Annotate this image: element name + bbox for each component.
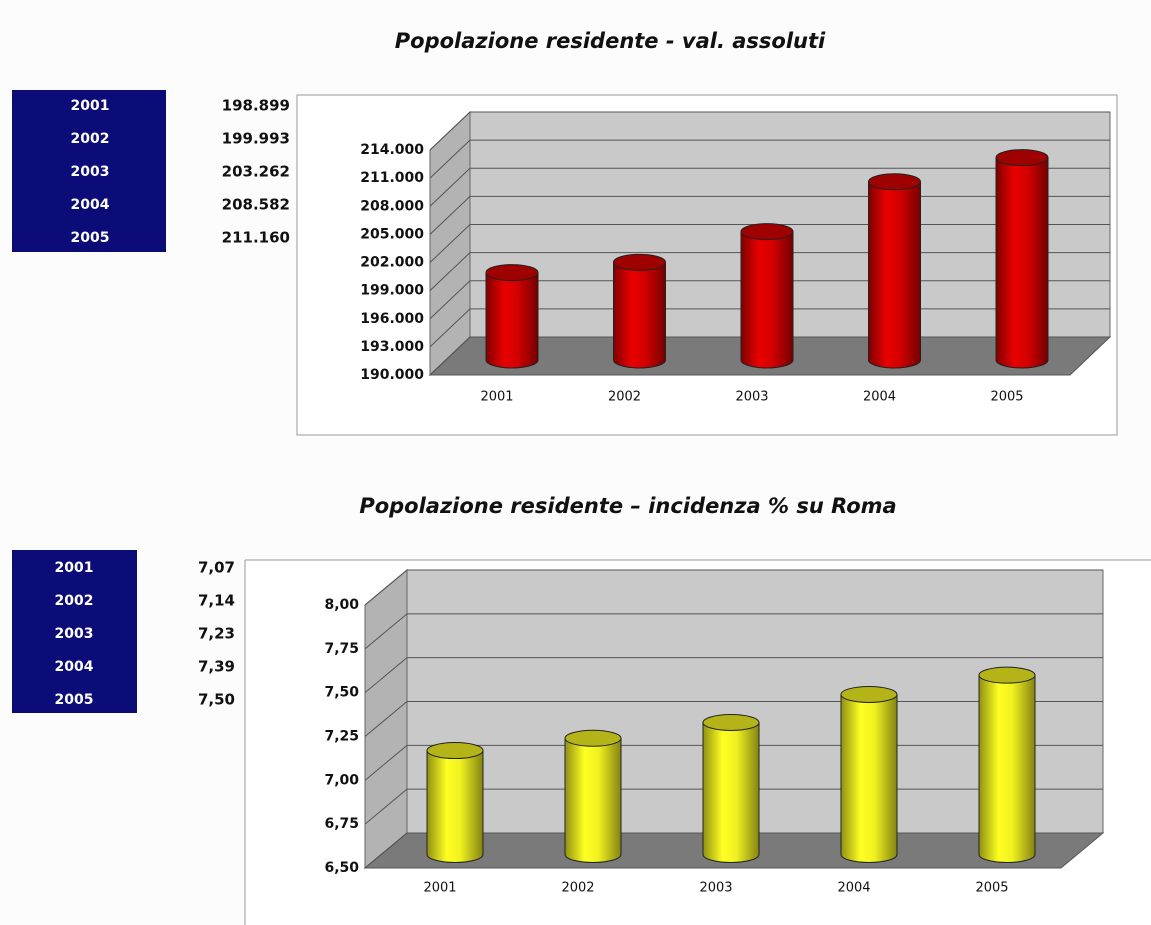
cylinder (426, 750, 484, 863)
y-tick-label: 190.000 (360, 367, 424, 383)
y-tick-label: 8,00 (324, 597, 359, 613)
y-tick-label: 208.000 (360, 198, 424, 214)
cylinder-top (613, 253, 666, 271)
grid-line (429, 111, 1110, 151)
x-tick-label: 2004 (837, 881, 870, 896)
table-value: 198.899 (222, 97, 290, 115)
table-year: 2003 (71, 164, 110, 180)
y-tick-label: 6,75 (324, 816, 359, 832)
x-tick-label: 2001 (480, 390, 513, 405)
y-tick-label: 7,25 (324, 729, 359, 745)
cylinder (702, 722, 760, 863)
cylinder-top (426, 742, 484, 760)
table-year: 2001 (55, 560, 94, 576)
cylinder (564, 737, 622, 863)
grid-line (429, 139, 1110, 179)
cylinder (868, 181, 921, 369)
cylinder-top (740, 223, 794, 241)
x-tick-label: 2005 (990, 390, 1023, 405)
y-tick-label: 6,50 (324, 860, 359, 876)
cylinder-top (868, 173, 921, 191)
cylinder (613, 261, 666, 369)
table-year: 2001 (71, 98, 110, 114)
table-value: 199.993 (222, 130, 290, 148)
table-value: 211.160 (222, 229, 290, 247)
y-tick-label: 202.000 (360, 255, 424, 271)
x-tick-label: 2003 (699, 881, 732, 896)
y-tick-label: 7,75 (324, 641, 359, 657)
table-value: 203.262 (222, 163, 290, 181)
cylinder (978, 674, 1036, 863)
y-tick-label: 199.000 (360, 283, 424, 299)
cylinder-top (485, 264, 539, 282)
cylinder (740, 231, 794, 369)
y-tick-label: 211.000 (360, 170, 424, 186)
table-value: 7,23 (198, 625, 235, 643)
table-year: 2002 (71, 131, 110, 147)
grid-line (429, 167, 1110, 207)
y-tick-label: 214.000 (360, 142, 424, 158)
table-year: 2004 (71, 197, 110, 213)
table-year: 2003 (55, 626, 94, 642)
grid-line (364, 569, 1103, 606)
table-year: 2004 (55, 659, 94, 675)
table-value: 7,50 (198, 691, 235, 709)
cylinder (995, 157, 1049, 369)
table-value: 7,14 (198, 592, 235, 610)
table-value: 7,07 (198, 559, 235, 577)
chart-title: Popolazione residente - val. assoluti (395, 29, 826, 53)
grid-line (364, 613, 1103, 650)
x-tick-label: 2004 (863, 390, 896, 405)
data-table (12, 90, 166, 252)
cylinder-top (702, 714, 760, 732)
grid-line (364, 657, 1103, 694)
table-value: 208.582 (222, 196, 290, 214)
chart-title: Popolazione residente – incidenza % su R… (359, 494, 896, 518)
x-tick-label: 2005 (975, 881, 1008, 896)
cylinder-top (564, 729, 622, 747)
y-tick-label: 193.000 (360, 339, 424, 355)
y-tick-label: 205.000 (360, 226, 424, 242)
x-tick-label: 2003 (735, 390, 768, 405)
table-year: 2005 (55, 692, 94, 708)
cylinder-top (840, 685, 898, 703)
y-tick-label: 196.000 (360, 311, 424, 327)
y-tick-label: 7,50 (324, 685, 359, 701)
x-tick-label: 2001 (423, 881, 456, 896)
table-value: 7,39 (198, 658, 235, 676)
cylinder-top (978, 666, 1036, 684)
cylinder (840, 693, 898, 863)
x-tick-label: 2002 (608, 390, 641, 405)
cylinder (485, 272, 539, 369)
y-tick-label: 7,00 (324, 772, 359, 788)
table-year: 2005 (71, 230, 110, 246)
cylinder-top (995, 149, 1049, 167)
data-table (12, 550, 137, 713)
x-tick-label: 2002 (561, 881, 594, 896)
table-year: 2002 (55, 593, 94, 609)
